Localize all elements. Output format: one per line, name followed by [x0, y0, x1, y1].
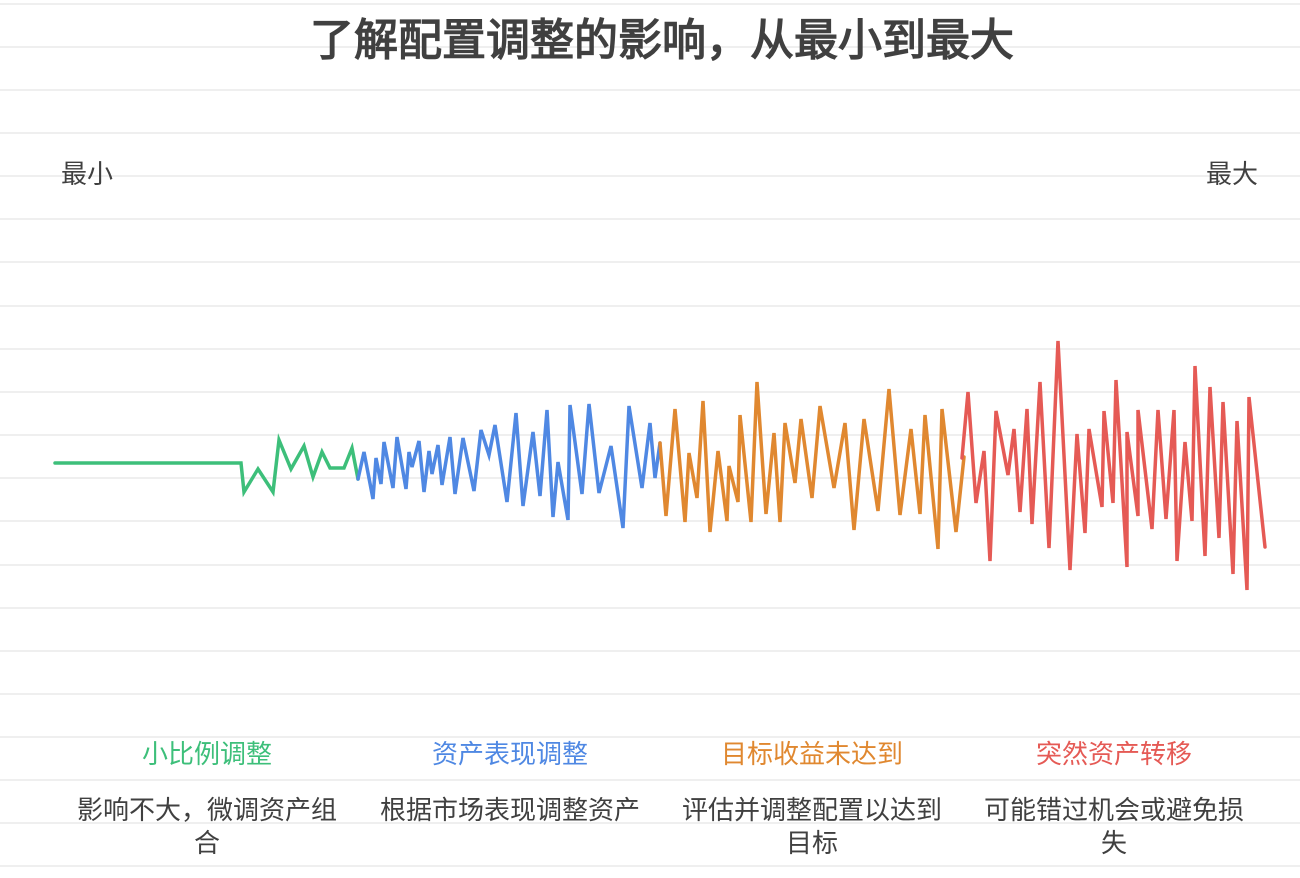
- axis-max-label: 最大: [1206, 160, 1259, 190]
- series-performance-adjustment: [356, 403, 662, 529]
- stage-title: 小比例调整: [141, 740, 272, 770]
- stage-target-missed: 目标收益未达到 评估并调整配置以达到目标: [682, 735, 942, 861]
- stage-description: 影响不大，微调资产组合: [77, 796, 338, 859]
- stage-sudden-shift: 突然资产转移 可能错过机会或避免损失: [984, 735, 1244, 861]
- stage-description: 根据市场表现调整资产: [380, 796, 641, 826]
- axis-min-label: 最小: [61, 160, 114, 190]
- stage-title: 资产表现调整: [431, 740, 588, 770]
- stage-title: 目标收益未达到: [720, 740, 903, 770]
- series-sudden-shift: [960, 340, 1267, 591]
- chart-title: 了解配置调整的影响，从最小到最大: [310, 15, 1014, 66]
- stage-description: 可能错过机会或避免损失: [984, 796, 1245, 859]
- stage-small-adjustment: 小比例调整 影响不大，微调资产组合: [77, 735, 337, 861]
- series-target-missed: [658, 381, 966, 550]
- stage-performance-adjustment: 资产表现调整 根据市场表现调整资产: [380, 735, 640, 828]
- stage-title: 突然资产转移: [1035, 740, 1192, 770]
- series-small-adjustment: [53, 433, 360, 498]
- stage-description: 评估并调整配置以达到目标: [682, 796, 943, 859]
